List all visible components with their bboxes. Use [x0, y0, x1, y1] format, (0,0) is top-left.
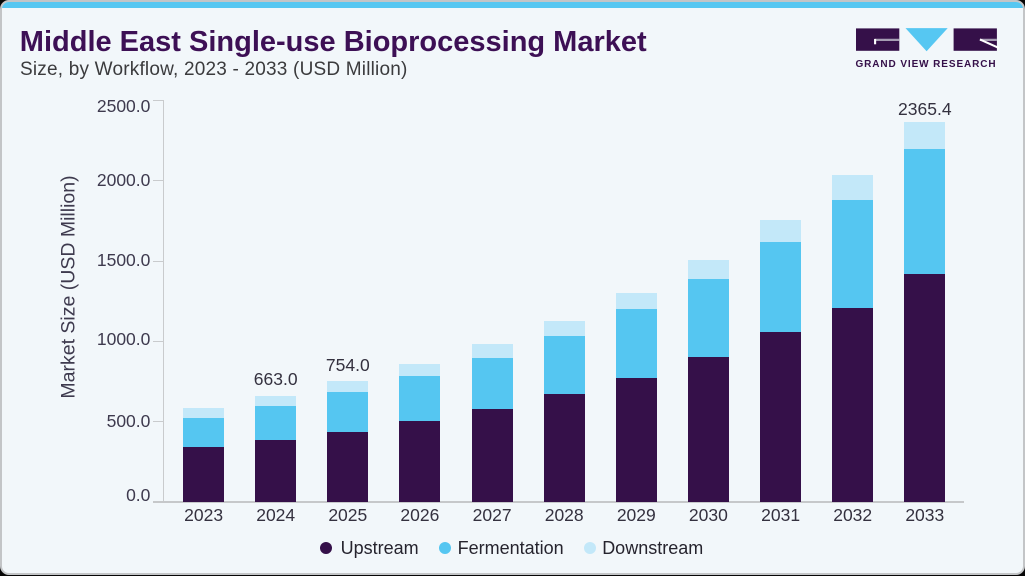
- svg-text:GRAND VIEW RESEARCH: GRAND VIEW RESEARCH: [856, 59, 997, 70]
